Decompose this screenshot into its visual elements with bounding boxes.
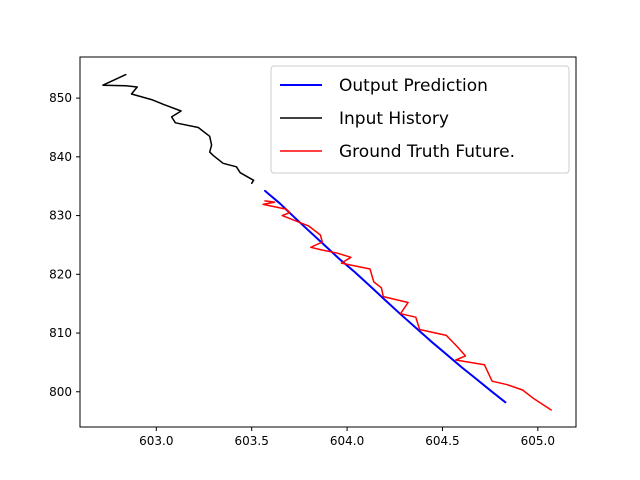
x-tick-label: 604.0 bbox=[330, 434, 364, 448]
y-tick-label: 800 bbox=[49, 385, 72, 399]
legend-label-1: Input History bbox=[339, 109, 449, 129]
x-tick-label: 605.0 bbox=[521, 434, 555, 448]
plot-frame bbox=[79, 56, 577, 428]
series-line-0 bbox=[264, 189, 507, 404]
series-line-1 bbox=[102, 73, 255, 185]
y-tick-label: 850 bbox=[49, 91, 72, 105]
y-tick-label: 830 bbox=[49, 209, 72, 223]
axis-layer: 603.0 603.5 604.0 604.5 605.0 800 810 820 830 840… bbox=[49, 91, 555, 448]
y-tick-label: 810 bbox=[49, 326, 72, 340]
x-tick-label: 604.5 bbox=[425, 434, 459, 448]
legend-box bbox=[270, 65, 570, 174]
legend: Output Prediction Input History Ground Tru… bbox=[270, 65, 570, 174]
legend-label-2: Ground Truth Future. bbox=[339, 142, 515, 162]
x-tick-label: 603.0 bbox=[139, 434, 173, 448]
legend-label-0: Output Prediction bbox=[339, 76, 488, 96]
series-layer bbox=[102, 73, 552, 411]
series-line-2 bbox=[262, 200, 552, 411]
y-tick-label: 820 bbox=[49, 267, 72, 281]
y-tick-label: 840 bbox=[49, 150, 72, 164]
x-tick-label: 603.5 bbox=[235, 434, 269, 448]
